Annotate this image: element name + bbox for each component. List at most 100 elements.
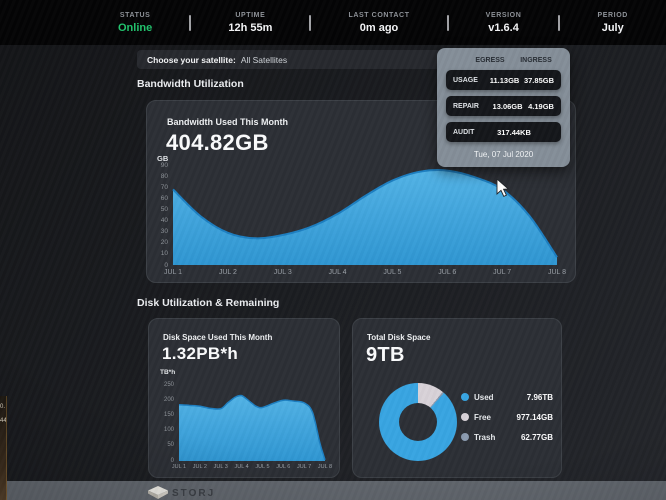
legend-row-free: Free 977.14GB bbox=[461, 407, 553, 427]
tooltip-row-audit: AUDIT 317.44KB bbox=[446, 122, 561, 142]
x-tick-label: JUL 6 bbox=[276, 464, 291, 470]
disk-total-value: 1.32PB*h bbox=[162, 344, 239, 363]
x-tick-label: JUL 1 bbox=[171, 464, 187, 470]
y-tick-label: 60 bbox=[160, 194, 168, 202]
version-label: VERSION bbox=[485, 12, 522, 19]
usage-egress-value: 11.13GB bbox=[489, 75, 520, 85]
trash-dot-icon bbox=[461, 433, 469, 441]
y-tick-label: 40 bbox=[160, 217, 168, 225]
repair-ingress-value: 4.19GB bbox=[528, 101, 554, 111]
page-footer: STORJ bbox=[0, 481, 666, 500]
y-tick-label: 50 bbox=[167, 442, 174, 449]
status-separator bbox=[558, 15, 561, 31]
trash-value: 62.77GB bbox=[520, 432, 553, 442]
x-tick-label: JUL 2 bbox=[192, 464, 207, 470]
status-item-period: PERIOD July bbox=[597, 12, 627, 34]
y-tick-label: 30 bbox=[160, 228, 168, 236]
tooltip-header: EGRESS INGRESS bbox=[446, 57, 561, 64]
x-tick-label: JUL 3 bbox=[273, 269, 292, 276]
y-tick-label: 250 bbox=[163, 381, 174, 388]
y-tick-label: 20 bbox=[160, 239, 168, 247]
x-tick-label: JUL 7 bbox=[493, 269, 512, 276]
used-label: Used bbox=[474, 392, 494, 402]
audit-label: AUDIT bbox=[453, 128, 475, 136]
total-disk-value: 9TB bbox=[366, 344, 405, 366]
satellite-dropdown[interactable]: Choose your satellite: All Satellites bbox=[137, 50, 443, 69]
used-dot-icon bbox=[461, 393, 469, 401]
tooltip-row-usage: USAGE 11.13GB 37.85GB bbox=[446, 70, 561, 90]
repair-egress-value: 13.06GB bbox=[492, 101, 523, 111]
status-bar: STATUS Online UPTIME 12h 55m LAST CONTAC… bbox=[0, 0, 666, 45]
disk-used-card: Disk Space Used This Month 1.32PB*h TB*h… bbox=[148, 318, 340, 478]
storj-logo-text: STORJ bbox=[172, 487, 216, 499]
status-separator bbox=[189, 15, 192, 31]
storj-logo: STORJ bbox=[148, 486, 215, 500]
status-item-uptime: UPTIME 12h 55m bbox=[228, 12, 272, 34]
ingress-header: INGRESS bbox=[520, 57, 552, 64]
legend-row-trash: Trash 62.77GB bbox=[461, 427, 553, 447]
x-tick-label: JUL 6 bbox=[438, 269, 457, 276]
tooltip-date: Tue, 07 Jul 2020 bbox=[473, 150, 534, 159]
x-tick-label: JUL 2 bbox=[218, 269, 237, 276]
total-disk-card: Total Disk Space 9TB Used 7.96TB Free 97… bbox=[352, 318, 562, 478]
chart-hover-tooltip: EGRESS INGRESS USAGE 11.13GB 37.85GB REP… bbox=[437, 48, 570, 167]
status-item-status: STATUS Online bbox=[118, 12, 152, 34]
status-item-last-contact: LAST CONTACT 0m ago bbox=[348, 12, 409, 34]
bandwidth-card-title: Bandwidth Used This Month bbox=[167, 117, 288, 127]
x-tick-label: JUL 1 bbox=[163, 269, 183, 276]
donut-hole bbox=[399, 403, 437, 441]
x-tick-label: JUL 5 bbox=[383, 269, 402, 276]
y-tick-label: 70 bbox=[160, 183, 168, 191]
disk-card-title: Disk Space Used This Month bbox=[163, 333, 273, 342]
version-value: v1.6.4 bbox=[488, 22, 519, 34]
disk-area-chart[interactable]: 0 50 100 150 200 250 JUL 1 JUL 2 JUL 3 JUL 4 JUL 5… bbox=[149, 319, 339, 477]
y-tick-label: 0 bbox=[170, 457, 174, 464]
disk-y-axis-unit: TB*h bbox=[160, 369, 176, 376]
bandwidth-section-heading: Bandwidth Utilization bbox=[137, 78, 244, 90]
used-value: 7.96TB bbox=[526, 392, 553, 402]
x-tick-label: JUL 4 bbox=[328, 269, 347, 276]
usage-ingress-value: 37.85GB bbox=[523, 75, 554, 85]
x-tick-label: JUL 8 bbox=[547, 269, 567, 276]
y-tick-label: 10 bbox=[160, 250, 168, 258]
egress-header: EGRESS bbox=[475, 57, 505, 64]
x-tick-label: JUL 3 bbox=[213, 464, 228, 470]
bandwidth-total-value: 404.82GB bbox=[166, 130, 269, 155]
disk-section-heading: Disk Utilization & Remaining bbox=[137, 297, 280, 309]
satellite-dropdown-value: All Satellites bbox=[240, 54, 288, 65]
artifact-text: 0. bbox=[0, 404, 6, 410]
x-tick-label: JUL 8 bbox=[317, 464, 333, 470]
trash-label: Trash bbox=[474, 432, 496, 442]
free-value: 977.14GB bbox=[516, 412, 553, 422]
bandwidth-y-axis-unit: GB bbox=[157, 154, 169, 163]
free-label: Free bbox=[474, 412, 491, 422]
x-tick-label: JUL 5 bbox=[255, 464, 270, 470]
audit-value: 317.44KB bbox=[497, 127, 531, 137]
period-value: July bbox=[601, 22, 624, 34]
y-tick-label: 50 bbox=[160, 205, 168, 213]
donut-legend: Used 7.96TB Free 977.14GB Trash 62.77GB bbox=[461, 387, 553, 447]
y-tick-label: 90 bbox=[160, 161, 168, 169]
total-disk-title: Total Disk Space bbox=[367, 333, 431, 342]
storj-logo-icon bbox=[148, 486, 168, 499]
y-tick-label: 0 bbox=[164, 261, 168, 269]
mouse-cursor-icon bbox=[496, 179, 510, 197]
usage-label: USAGE bbox=[453, 76, 478, 84]
y-tick-label: 100 bbox=[163, 427, 174, 434]
artifact-text: 44 bbox=[0, 418, 7, 424]
period-label: PERIOD bbox=[597, 12, 628, 19]
free-dot-icon bbox=[461, 413, 469, 421]
adjacent-screen-artifact: 0. 44 bbox=[0, 396, 7, 500]
x-tick-label: JUL 7 bbox=[297, 464, 312, 470]
last-contact-label: LAST CONTACT bbox=[348, 12, 410, 19]
x-tick-label: JUL 4 bbox=[234, 464, 249, 470]
status-label: STATUS bbox=[119, 12, 151, 19]
uptime-label: UPTIME bbox=[235, 12, 266, 19]
satellite-dropdown-label: Choose your satellite: bbox=[147, 54, 236, 65]
y-tick-label: 200 bbox=[163, 396, 174, 403]
status-value-online: Online bbox=[118, 22, 153, 34]
status-separator bbox=[446, 15, 449, 31]
status-separator bbox=[309, 15, 312, 31]
legend-row-used: Used 7.96TB bbox=[461, 387, 553, 407]
